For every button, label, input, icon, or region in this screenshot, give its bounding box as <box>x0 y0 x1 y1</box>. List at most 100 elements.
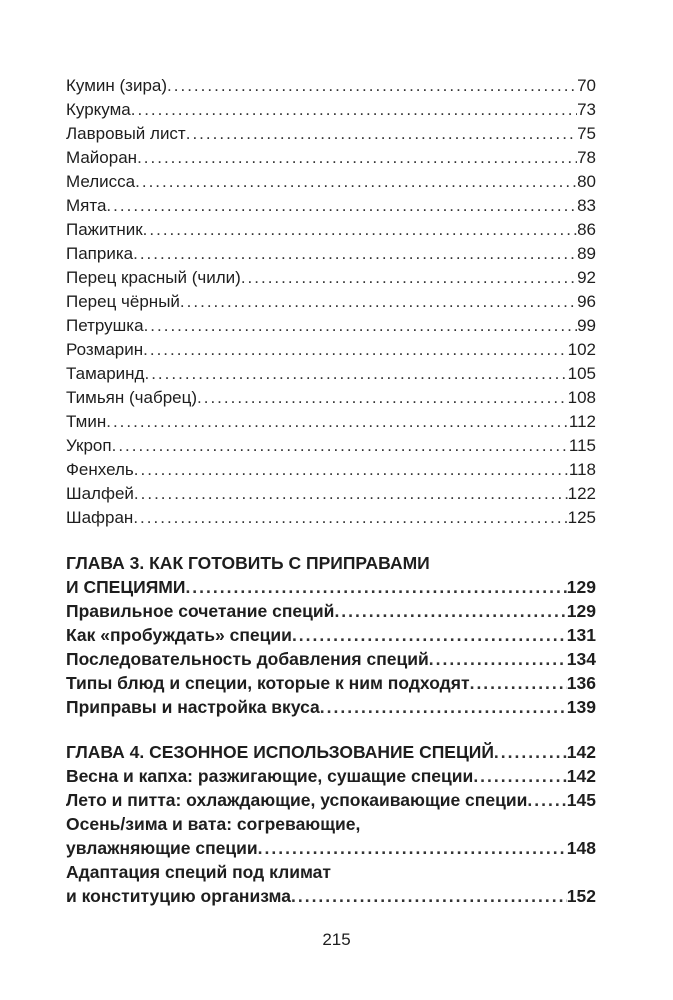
toc-entry: Тамаринд 105 <box>66 362 596 386</box>
entry-title: Укроп <box>66 436 112 455</box>
entry-page: 89 <box>577 244 596 263</box>
dot-leader <box>180 290 577 314</box>
dot-leader <box>197 386 568 410</box>
toc-line: Мята 83 <box>66 194 596 218</box>
dot-leader <box>494 740 567 764</box>
entry-page: 70 <box>577 76 596 95</box>
dot-leader <box>292 623 567 647</box>
dot-leader <box>133 506 567 530</box>
dot-leader <box>291 884 567 908</box>
entry-page: 136 <box>566 673 596 693</box>
dot-leader <box>133 242 577 266</box>
entry-page: 139 <box>566 697 596 717</box>
entry-page: 115 <box>568 436 596 455</box>
entry-title: Шафран <box>66 508 134 527</box>
toc-section: ГЛАВА 3. КАК ГОТОВИТЬ С ПРИПРАВАМИ И СПЕЦ… <box>66 551 596 719</box>
dot-leader <box>134 482 568 506</box>
entry-page: 78 <box>577 148 596 167</box>
toc-entry: Шалфей 122 <box>66 482 596 506</box>
toc-line: Розмарин 102 <box>66 338 596 362</box>
toc-line: ГЛАВА 3. КАК ГОТОВИТЬ С ПРИПРАВАМИ <box>66 551 596 575</box>
toc-section: ГЛАВА 4. СЕЗОННОЕ ИСПОЛЬЗОВАНИЕ СПЕЦИЙ 14… <box>66 740 596 908</box>
entry-title: Розмарин <box>66 340 144 359</box>
toc-line: Кумин (зира) 70 <box>66 74 596 98</box>
toc-entry: Тмин 112 <box>66 410 596 434</box>
dot-leader <box>527 788 566 812</box>
entry-title: Майоран <box>66 148 138 167</box>
entry-page: 105 <box>567 364 596 383</box>
entry-title: увлажняющие специи <box>66 838 258 858</box>
entry-title: Тимьян (чабрец) <box>66 388 198 407</box>
entry-title: Мелисса <box>66 172 136 191</box>
toc-line: Осень/зима и вата: согревающие, <box>66 812 596 836</box>
toc-entry: Фенхель 118 <box>66 458 596 482</box>
entry-page: 108 <box>567 388 596 407</box>
dot-leader <box>106 194 577 218</box>
entry-page: 83 <box>577 196 596 215</box>
entry-title: Куркума <box>66 100 131 119</box>
entry-title: Весна и капха: разжигающие, сушащие спец… <box>66 766 474 786</box>
toc-entry: Как «пробуждать» специи 131 <box>66 623 596 647</box>
toc-line: Шафран 125 <box>66 506 596 530</box>
dot-leader <box>106 410 569 434</box>
table-of-contents: Кумин (зира) 70 Куркума 73 Лавровый лист 75 Ма… <box>66 74 596 908</box>
entry-title: Приправы и настройка вкуса <box>66 697 320 717</box>
toc-entry: Лето и питта: охлаждающие, успокаивающие… <box>66 788 596 812</box>
entry-title: Паприка <box>66 244 134 263</box>
dot-leader <box>144 314 578 338</box>
toc-line: Петрушка 99 <box>66 314 596 338</box>
toc-entry: Осень/зима и вата: согревающие, увлажняющ… <box>66 812 596 860</box>
entry-page: 102 <box>567 340 596 359</box>
dot-leader <box>143 218 577 242</box>
entry-title: ГЛАВА 4. СЕЗОННОЕ ИСПОЛЬЗОВАНИЕ СПЕЦИЙ <box>66 742 494 762</box>
entry-page: 142 <box>566 766 596 786</box>
toc-entry: Паприка 89 <box>66 242 596 266</box>
entry-title: Шалфей <box>66 484 134 503</box>
entry-title: Перец красный (чили) <box>66 268 241 287</box>
toc-line: Паприка 89 <box>66 242 596 266</box>
toc-entry: Укроп 115 <box>66 434 596 458</box>
toc-entry: Шафран 125 <box>66 506 596 530</box>
toc-entry: Петрушка 99 <box>66 314 596 338</box>
entry-title: Фенхель <box>66 460 134 479</box>
entry-page: 75 <box>577 124 596 143</box>
entry-page: 134 <box>566 649 596 669</box>
dot-leader <box>143 338 567 362</box>
toc-line: И СПЕЦИЯМИ 129 <box>66 575 596 599</box>
toc-line: Последовательность добавления специй 134 <box>66 647 596 671</box>
entry-title: Правильное сочетание специй <box>66 601 335 621</box>
entry-page: 152 <box>566 886 596 906</box>
entry-title: Пажитник <box>66 220 143 239</box>
toc-line: Перец чёрный 96 <box>66 290 596 314</box>
entry-title: Мята <box>66 196 107 215</box>
entry-page: 73 <box>577 100 596 119</box>
entry-page: 145 <box>566 790 596 810</box>
entry-page: 112 <box>568 412 596 431</box>
toc-line: Перец красный (чили) 92 <box>66 266 596 290</box>
toc-entry: Тимьян (чабрец) 108 <box>66 386 596 410</box>
toc-entry: Перец чёрный 96 <box>66 290 596 314</box>
dot-leader <box>470 671 567 695</box>
dot-leader <box>258 836 567 860</box>
dot-leader <box>473 764 566 788</box>
entry-page: 96 <box>577 292 596 311</box>
entry-title: Типы блюд и специи, которые к ним подход… <box>66 673 470 693</box>
toc-entry: Последовательность добавления специй 134 <box>66 647 596 671</box>
dot-leader <box>135 170 577 194</box>
toc-line: Укроп 115 <box>66 434 596 458</box>
dot-leader <box>186 122 577 146</box>
entry-page: 118 <box>568 460 596 479</box>
toc-entry: Кумин (зира) 70 <box>66 74 596 98</box>
toc-entry: Пажитник 86 <box>66 218 596 242</box>
entry-title: И СПЕЦИЯМИ <box>66 577 186 597</box>
toc-entry: Весна и капха: разжигающие, сушащие спец… <box>66 764 596 788</box>
dot-leader <box>137 146 577 170</box>
toc-line: Как «пробуждать» специи 131 <box>66 623 596 647</box>
entry-title: и конституцию организма <box>66 886 291 906</box>
entry-title: Тамаринд <box>66 364 145 383</box>
toc-section: Кумин (зира) 70 Куркума 73 Лавровый лист 75 Ма… <box>66 74 596 530</box>
toc-line: Пажитник 86 <box>66 218 596 242</box>
entry-title: Как «пробуждать» специи <box>66 625 292 645</box>
entry-title: Адаптация специй под климат <box>66 862 331 882</box>
toc-line: увлажняющие специи 148 <box>66 836 596 860</box>
